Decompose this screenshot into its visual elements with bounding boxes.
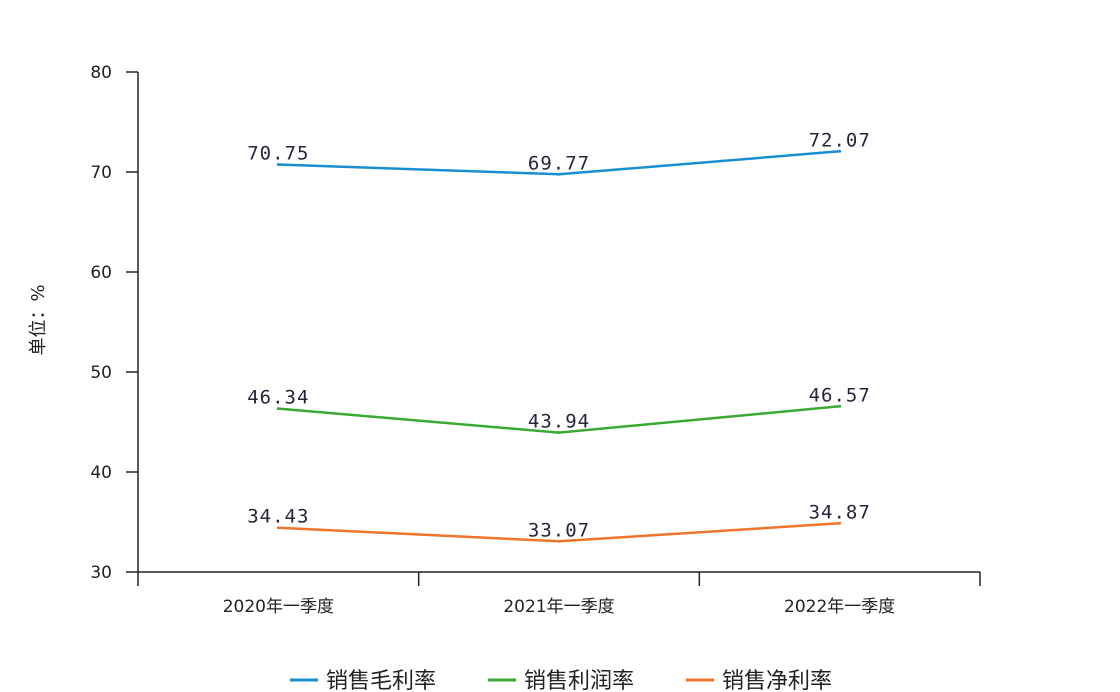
data-point <box>276 163 280 166</box>
y-tick-label: 80 <box>90 63 112 83</box>
y-tick-label: 40 <box>90 463 112 483</box>
data-label: 34.87 <box>809 501 871 523</box>
y-tick-label: 60 <box>90 263 112 283</box>
data-label: 46.34 <box>247 387 309 409</box>
data-label: 46.57 <box>809 384 871 406</box>
series-1: 70.75 69.77 72.07 <box>247 129 871 176</box>
legend-label: 销售利润率 <box>524 669 634 692</box>
axes: 30 40 50 60 70 80 2020年一季度 2021年一季度 2022年一季度 <box>90 63 981 617</box>
y-axis-title: 单位：% <box>28 284 49 355</box>
legend-item: 销售毛利率 <box>290 669 436 692</box>
data-label: 72.07 <box>809 129 871 151</box>
series-3: 34.43 33.07 34.87 <box>247 501 871 543</box>
data-label: 43.94 <box>528 411 590 433</box>
data-point <box>838 404 842 408</box>
data-point <box>557 539 561 543</box>
data-label: 70.75 <box>247 143 309 165</box>
y-tick-label: 30 <box>90 563 112 583</box>
series-layer: 70.75 69.77 72.07 46.34 43.94 46.57 34.43 33.07… <box>247 129 871 543</box>
data-point <box>276 526 280 530</box>
legend-item: 销售利润率 <box>488 669 634 692</box>
data-point <box>276 407 280 411</box>
x-tick-label: 2020年一季度 <box>223 597 334 617</box>
data-point <box>557 431 561 435</box>
data-label: 33.07 <box>528 519 590 541</box>
x-tick-label: 2021年一季度 <box>503 597 614 617</box>
data-label: 34.43 <box>247 506 309 528</box>
y-tick-label: 50 <box>90 363 112 383</box>
data-point <box>557 172 561 176</box>
legend-item: 销售净利率 <box>686 669 832 692</box>
y-tick-label: 70 <box>90 163 112 183</box>
series-2: 46.34 43.94 46.57 <box>247 384 871 435</box>
x-tick-label: 2022年一季度 <box>784 597 895 617</box>
data-point <box>838 149 842 153</box>
data-label: 69.77 <box>528 152 590 174</box>
legend-label: 销售净利率 <box>722 669 832 692</box>
legend: 销售毛利率 销售利润率 销售净利率 <box>290 669 832 692</box>
legend-label: 销售毛利率 <box>326 669 436 692</box>
data-point <box>838 521 842 525</box>
